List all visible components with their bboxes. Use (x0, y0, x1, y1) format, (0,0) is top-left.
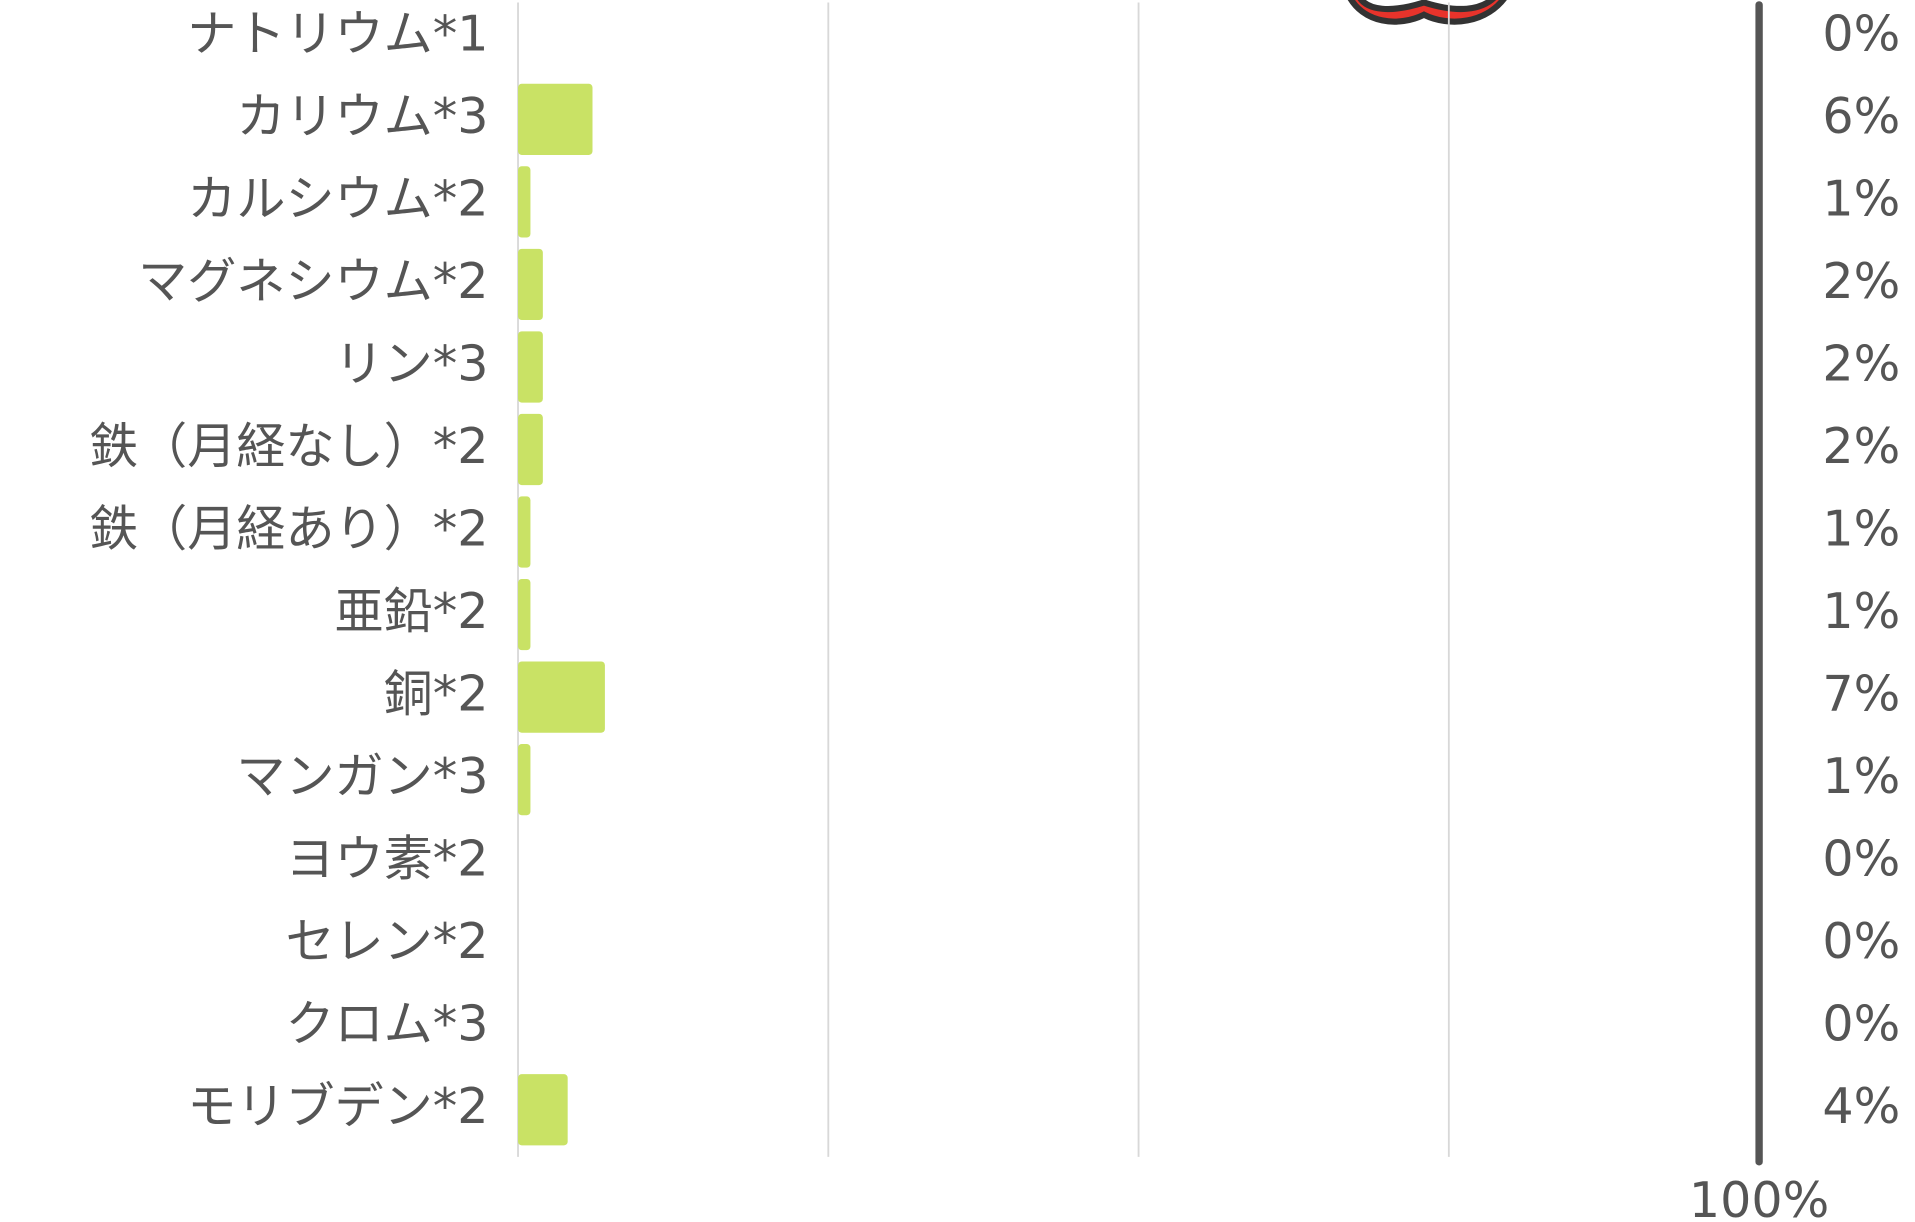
bar (518, 166, 531, 238)
category-label: マグネシウム*2 (138, 252, 488, 310)
value-label: 1% (1822, 500, 1900, 558)
value-label: 2% (1822, 334, 1900, 392)
value-label: 7% (1822, 665, 1900, 723)
value-label: 0% (1822, 995, 1900, 1053)
value-label: 0% (1822, 4, 1900, 62)
category-label: マンガン*3 (236, 747, 488, 805)
category-label: カリウム*3 (236, 87, 488, 145)
category-label: 鉄（月経なし）*2 (89, 417, 488, 475)
bar (518, 83, 593, 155)
value-label: 0% (1822, 830, 1900, 888)
category-label: クロム*3 (285, 995, 488, 1053)
value-label: 1% (1822, 582, 1900, 640)
bar (518, 578, 531, 651)
value-label: 4% (1822, 1077, 1900, 1135)
value-label: 2% (1822, 417, 1900, 475)
category-label: 亜鉛*2 (335, 582, 489, 640)
bar (518, 744, 531, 816)
bar (518, 413, 543, 486)
bar (518, 331, 543, 403)
value-label: 2% (1822, 252, 1900, 310)
x-tick-label: 100% (1689, 1171, 1829, 1222)
bar (518, 248, 543, 321)
bar (518, 496, 531, 568)
apple-icon (1347, 0, 1507, 25)
value-label: 1% (1822, 747, 1900, 805)
category-label: 鉄（月経あり）*2 (89, 500, 488, 558)
bar (518, 661, 605, 733)
category-label: カルシウム*2 (187, 169, 488, 227)
bar (518, 1074, 568, 1146)
category-label: モリブデン*2 (187, 1077, 488, 1135)
value-label: 0% (1822, 912, 1900, 970)
value-label: 1% (1822, 169, 1900, 227)
category-label: リン*3 (335, 334, 489, 392)
value-label: 6% (1822, 87, 1900, 145)
category-label: セレン*2 (285, 912, 488, 970)
category-label: 銅*2 (384, 665, 489, 723)
category-label: ヨウ素*2 (285, 830, 488, 888)
category-label: ナトリウム*1 (187, 4, 488, 62)
